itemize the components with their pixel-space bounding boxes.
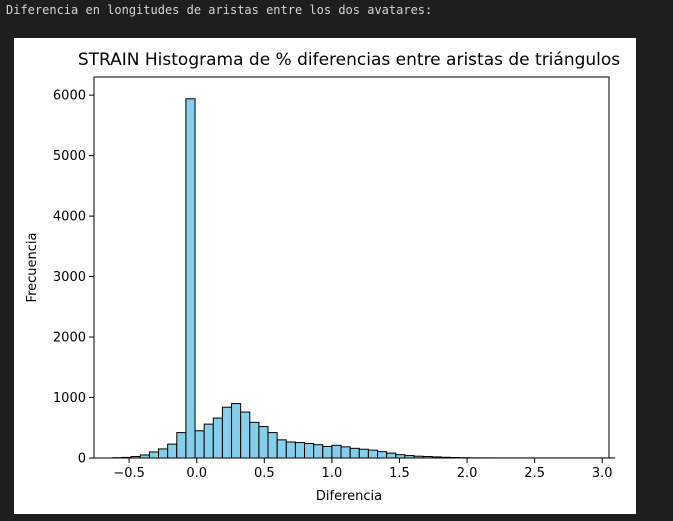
histogram-bar: [185, 98, 196, 459]
x-tick-label: 2.5: [524, 466, 545, 481]
histogram-bar: [221, 406, 233, 459]
histogram-bar: [249, 421, 260, 459]
histogram-bar: [322, 446, 333, 459]
console-output-text: Diferencia en longitudes de aristas entr…: [6, 3, 433, 17]
x-tick-label: 3.0: [592, 466, 613, 481]
y-tick-label: 5000: [53, 149, 86, 164]
histogram-chart: STRAIN Histograma de % diferencias entre…: [25, 50, 620, 504]
y-tick-label: 2000: [53, 331, 86, 346]
x-tick-label: −0.5: [113, 466, 145, 481]
histogram-bar: [176, 432, 187, 459]
histogram-bar: [331, 444, 342, 459]
y-tick-label: 6000: [53, 89, 86, 104]
y-tick-label: 3000: [53, 270, 86, 285]
axes-frame: [93, 76, 610, 459]
histogram-bar: [258, 426, 269, 459]
histogram-bar: [194, 430, 205, 459]
x-tick-label: 0.0: [186, 466, 207, 481]
y-tick-label: 0: [78, 452, 86, 467]
x-tick-label: 2.0: [457, 466, 478, 481]
histogram-bar: [349, 447, 360, 459]
histogram-bar: [267, 432, 278, 459]
histogram-bar: [158, 448, 169, 459]
histogram-bar: [340, 446, 351, 459]
histogram-bar: [231, 403, 242, 459]
histogram-bar: [304, 442, 315, 459]
chart-title: STRAIN Histograma de % diferencias entre…: [78, 50, 620, 70]
histogram-bar: [285, 441, 296, 459]
x-tick-label: 1.5: [389, 466, 410, 481]
histogram-bar: [313, 444, 324, 459]
x-axis-label: Diferencia: [316, 489, 382, 504]
plot-output: STRAIN Histograma de % diferencias entre…: [14, 38, 636, 514]
histogram-bars: [112, 98, 616, 459]
histogram-bar: [377, 451, 388, 459]
histogram-bar: [367, 449, 379, 459]
histogram-bar: [167, 443, 178, 459]
y-tick-label: 1000: [53, 391, 86, 406]
histogram-bar: [386, 452, 397, 459]
y-axis-label: Frecuencia: [25, 233, 40, 303]
histogram-bar: [212, 417, 223, 459]
histogram-bar: [358, 448, 369, 459]
y-tick-label: 4000: [53, 210, 86, 225]
histogram-bar: [148, 451, 160, 459]
histogram-bar: [294, 442, 306, 459]
x-tick-label: 0.5: [254, 466, 275, 481]
histogram-bar: [276, 439, 287, 459]
histogram-bar: [203, 423, 214, 459]
x-tick-label: 1.0: [322, 466, 343, 481]
histogram-bar: [240, 411, 251, 459]
axes: −0.5 0.0 0.5 1.0 1.5 2.0 2.5 3.0 0 1000 2000 3000 40…: [53, 76, 613, 481]
